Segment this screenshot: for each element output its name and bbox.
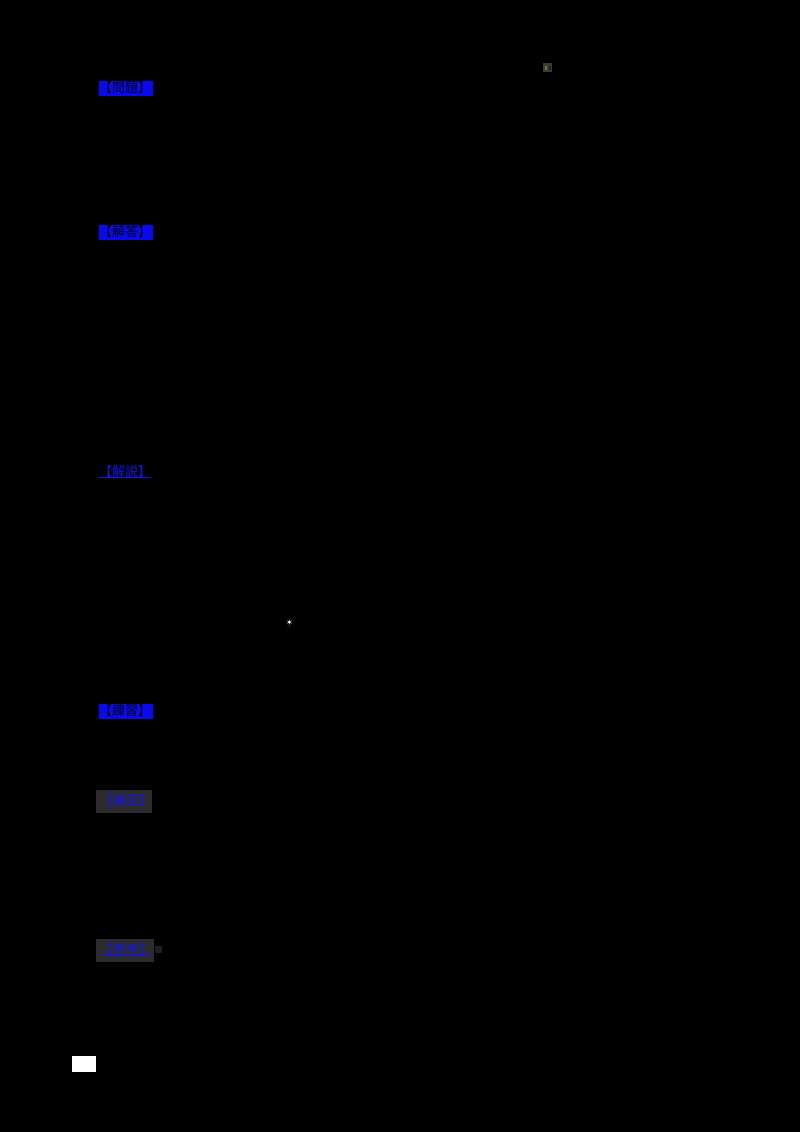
mini-image-icon — [543, 63, 552, 72]
section-label-1[interactable]: 【問題】 — [99, 81, 153, 96]
section-label-3[interactable]: 【解説】 — [99, 465, 152, 480]
section-label-5[interactable]: 【補足】 — [100, 794, 153, 809]
mini-image-icon-fleck — [545, 66, 547, 70]
section-label-4[interactable]: 【練習】 — [99, 704, 153, 719]
trailing-chip — [155, 946, 162, 953]
sparkle-glyph: ✶ — [286, 618, 293, 627]
label-gray-chip — [96, 790, 152, 813]
section-label-2[interactable]: 【解答】 — [99, 225, 153, 240]
mini-image-icon-notch — [549, 66, 551, 70]
label-gray-chip — [96, 939, 162, 962]
section-label-6[interactable]: 【参考】 — [100, 943, 153, 958]
image-placeholder — [72, 1056, 96, 1072]
